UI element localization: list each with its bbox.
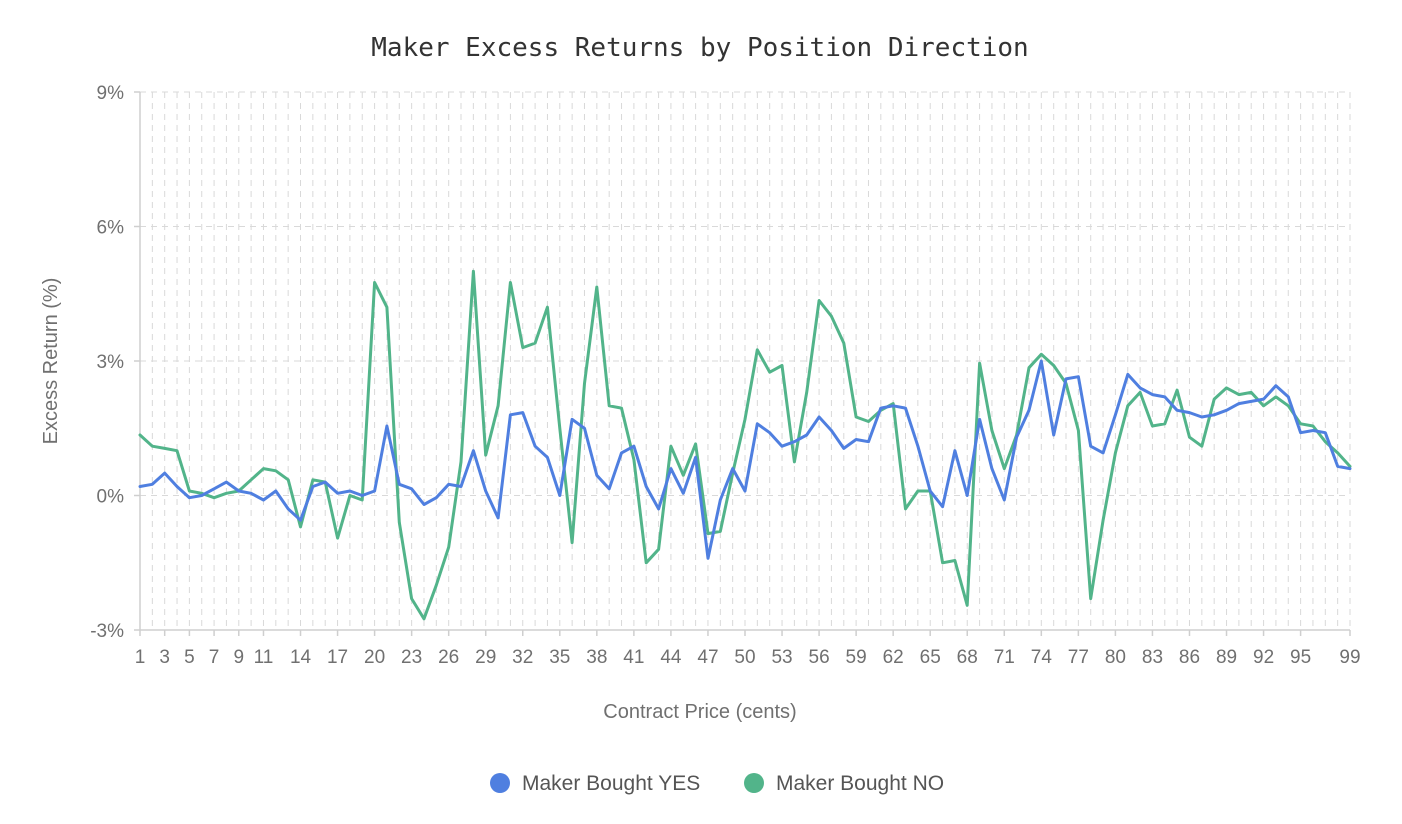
x-tick-label: 56 [809, 647, 830, 668]
x-tick-label: 83 [1142, 647, 1163, 668]
x-tick-label: 86 [1179, 647, 1200, 668]
x-tick-label: 26 [438, 647, 459, 668]
legend-swatch [744, 773, 764, 793]
series-line-maker-bought-yes [138, 359, 1352, 560]
x-tick-label: 65 [920, 647, 941, 668]
legend-label: Maker Bought NO [776, 772, 944, 795]
x-tick-labels: 1 3 5 7 9 11 14 17 20 23 26 29 32 35 38 41 44 47 50 53 56 59 6… [135, 647, 1361, 668]
x-tick-label: 1 [135, 647, 146, 668]
y-tick-label: 6% [97, 218, 125, 239]
y-tick-label: 9% [97, 83, 125, 104]
y-tick-label: -3% [90, 621, 124, 642]
axes [134, 91, 1351, 636]
legend-swatch [490, 773, 510, 793]
x-tick-label: 7 [209, 647, 220, 668]
x-tick-label: 77 [1068, 647, 1089, 668]
x-tick-label: 11 [254, 647, 274, 668]
y-tick-label: 3% [97, 352, 125, 373]
x-tick-label: 95 [1290, 647, 1311, 668]
x-tick-label: 38 [586, 647, 607, 668]
x-tick-label: 68 [957, 647, 978, 668]
x-axis-label: Contract Price (cents) [603, 701, 796, 723]
grid-lines [140, 91, 1351, 630]
x-tick-label: 44 [660, 647, 682, 668]
x-tick-label: 9 [233, 647, 244, 668]
legend-item-maker-bought-yes[interactable]: Maker Bought YES [490, 772, 700, 795]
series-line-maker-bought-no [138, 269, 1352, 621]
x-tick-label: 5 [184, 647, 195, 668]
x-tick-label: 3 [159, 647, 170, 668]
x-tick-label: 23 [401, 647, 422, 668]
x-tick-label: 14 [290, 647, 312, 668]
y-tick-labels: -3% 0% 3% 6% 9% [90, 83, 124, 642]
x-tick-label: 50 [734, 647, 755, 668]
y-axis-label: Excess Return (%) [40, 278, 62, 445]
chart-title: Maker Excess Returns by Position Directi… [371, 33, 1028, 63]
x-tick-label: 53 [771, 647, 792, 668]
x-tick-label: 80 [1105, 647, 1126, 668]
x-tick-label: 41 [623, 647, 644, 668]
x-tick-label: 99 [1339, 647, 1360, 668]
legend-label: Maker Bought YES [522, 772, 700, 795]
x-tick-label: 35 [549, 647, 570, 668]
legend-item-maker-bought-no[interactable]: Maker Bought NO [744, 772, 944, 795]
y-tick-label: 0% [97, 487, 125, 508]
x-tick-label: 20 [364, 647, 385, 668]
x-tick-label: 59 [846, 647, 867, 668]
x-tick-label: 89 [1216, 647, 1237, 668]
x-tick-label: 92 [1253, 647, 1274, 668]
x-tick-label: 29 [475, 647, 496, 668]
x-tick-label: 47 [697, 647, 718, 668]
x-tick-label: 17 [327, 647, 348, 668]
x-tick-label: 32 [512, 647, 533, 668]
x-tick-label: 71 [994, 647, 1015, 668]
legend: Maker Bought YES Maker Bought NO [490, 772, 944, 795]
series-lines [138, 269, 1352, 621]
x-tick-label: 62 [883, 647, 904, 668]
x-tick-label: 74 [1031, 647, 1053, 668]
